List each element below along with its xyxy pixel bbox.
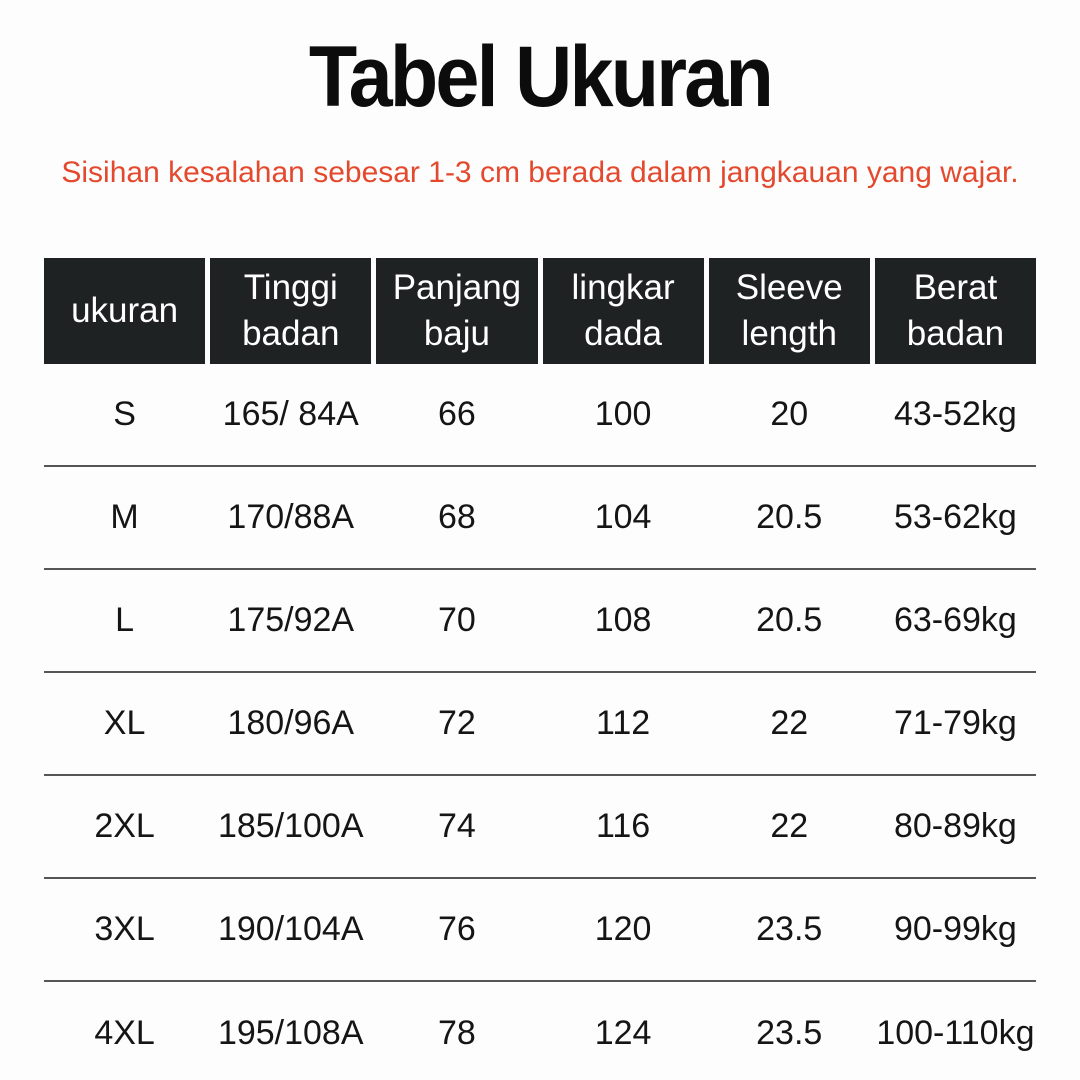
table-body: S 165/ 84A 66 100 20 43-52kg M 170/88A 68 104 20.5…	[44, 364, 1036, 1080]
table-row: XL 180/96A 72 112 22 71-79kg	[44, 673, 1036, 776]
size-label-cell: M	[110, 497, 139, 536]
page-title: Tabel Ukuran	[308, 29, 774, 125]
table-row: 4XL 195/108A 78 124 23.5 100-110kg	[44, 982, 1036, 1080]
column-header-2: Panjang baju	[376, 257, 538, 364]
table-cell: 71-79kg	[893, 703, 1017, 742]
table-cell: 165/ 84A	[222, 394, 359, 433]
table-cell: 22	[770, 806, 809, 845]
table-cell: 43-52kg	[893, 394, 1017, 433]
table-cell: 108	[594, 600, 652, 639]
table-cell: 72	[438, 703, 476, 742]
size-table: ukuran Tinggi badan Panjang baju lingkar da…	[44, 257, 1036, 1080]
table-row: L 175/92A 70 108 20.5 63-69kg	[44, 570, 1036, 673]
table-cell: 78	[438, 1013, 476, 1052]
table-cell: 116	[595, 806, 651, 845]
table-cell: 104	[594, 497, 652, 536]
table-cell: 74	[438, 806, 476, 845]
table-cell: 20.5	[756, 497, 823, 536]
table-cell: 120	[594, 909, 652, 948]
table-row: S 165/ 84A 66 100 20 43-52kg	[44, 364, 1036, 467]
table-cell: 124	[594, 1013, 652, 1052]
table-header: ukuran Tinggi badan Panjang baju lingkar da…	[44, 257, 1036, 364]
tolerance-note: Sisihan kesalahan sebesar 1-3 cm berada …	[61, 156, 1019, 189]
table-cell: 63-69kg	[893, 600, 1017, 639]
table-row: M 170/88A 68 104 20.5 53-62kg	[44, 467, 1036, 570]
column-header-0: ukuran	[44, 257, 206, 364]
column-header-4: Sleeve length	[708, 257, 870, 364]
table-cell: 195/108A	[217, 1013, 364, 1052]
size-label-cell: XL	[103, 703, 146, 742]
size-label-cell: L	[115, 600, 135, 639]
table-cell: 23.5	[756, 909, 823, 948]
table-row: 2XL 185/100A 74 116 22 80-89kg	[44, 776, 1036, 879]
table-cell: 68	[438, 497, 476, 536]
size-label-cell: 3XL	[94, 909, 155, 948]
table-cell: 175/92A	[227, 600, 355, 639]
column-header-5: Berat badan	[874, 257, 1036, 364]
table-cell: 20.5	[756, 600, 823, 639]
table-cell: 100	[594, 394, 652, 433]
table-cell: 76	[438, 909, 476, 948]
table-cell: 23.5	[756, 1013, 823, 1052]
table-cell: 22	[770, 703, 809, 742]
table-cell: 90-99kg	[893, 909, 1017, 948]
table-cell: 20	[770, 394, 809, 433]
size-label-cell: S	[113, 394, 136, 433]
table-cell: 185/100A	[217, 806, 364, 845]
table-cell: 180/96A	[227, 703, 355, 742]
table-cell: 80-89kg	[893, 806, 1017, 845]
size-label-cell: 4XL	[94, 1013, 155, 1052]
table-cell: 70	[438, 600, 476, 639]
table-cell: 112	[595, 703, 651, 742]
column-header-3: lingkar dada	[542, 257, 704, 364]
table-cell: 53-62kg	[893, 497, 1017, 536]
column-header-1: Tinggi badan	[210, 257, 372, 364]
table-cell: 66	[438, 394, 476, 433]
table-cell: 100-110kg	[876, 1013, 1035, 1052]
table-row: 3XL 190/104A 76 120 23.5 90-99kg	[44, 879, 1036, 982]
table-cell: 170/88A	[227, 497, 355, 536]
size-label-cell: 2XL	[94, 806, 155, 845]
table-cell: 190/104A	[217, 909, 364, 948]
